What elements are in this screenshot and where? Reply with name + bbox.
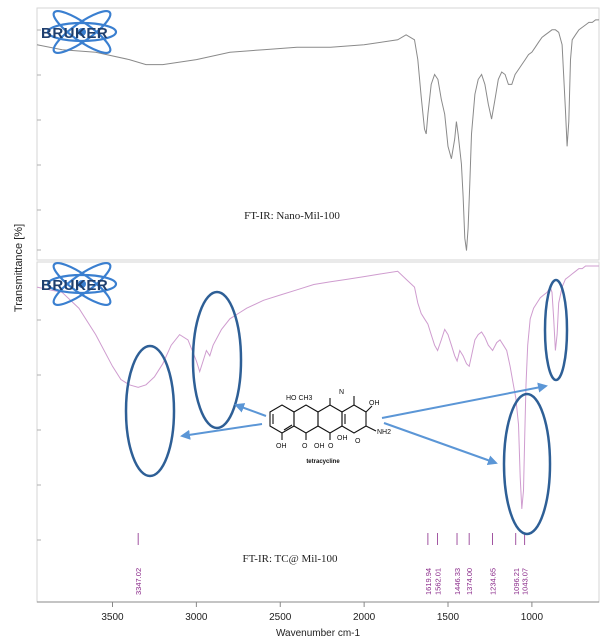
peak-label: 1374.00 [465, 568, 474, 595]
bottom-panel-frame [36, 261, 600, 603]
y-axis-label: Transmittance [%] [13, 224, 25, 312]
bottom-panel-label: FT-IR: TC@ Mil-100 [242, 553, 338, 565]
peak-label: 1562.01 [434, 568, 443, 595]
arrow-to-ch [234, 403, 267, 417]
peak-label: 3347.02 [134, 568, 143, 595]
atom-oh-right: OH [369, 400, 380, 407]
atom-n: N [339, 389, 344, 396]
x-tick-label: 3000 [185, 612, 208, 623]
bruker-logo-text: BRUKER [41, 277, 108, 294]
bottom-panel-ticks [37, 319, 41, 541]
x-tick-label: 2000 [353, 612, 376, 623]
x-tick-label: 1000 [521, 612, 544, 623]
annotation-ellipse-ring [543, 278, 569, 382]
peak-label: 1096.21 [512, 568, 521, 595]
bruker-orbit-icon [46, 10, 118, 54]
x-tick-label: 3500 [101, 612, 124, 623]
top-panel-ticks [37, 29, 41, 251]
bottom-panel: 3347.02 1619.94 1562.01 1446.33 1374.00 1234.… [36, 261, 600, 603]
x-tick-label: 1500 [437, 612, 460, 623]
top-panel: FT-IR: Nano-Mil-100 [36, 7, 600, 261]
atom-nh2: NH2 [377, 429, 391, 436]
bruker-logo-top: BRUKER [41, 10, 118, 54]
annotation-ellipse-co [502, 392, 552, 536]
annotation-ellipse-oh [124, 344, 176, 478]
annotation-ellipse-ch [191, 290, 243, 430]
bruker-logo-text: BRUKER [41, 25, 108, 42]
atom-oh-center: OH [337, 435, 348, 442]
peak-labels: 3347.02 1619.94 1562.01 1446.33 1374.00 1234.… [134, 533, 530, 595]
x-axis-label: Wavenumber cm-1 [276, 628, 361, 639]
bruker-orbit-icon [46, 262, 118, 306]
arrow-to-ring [381, 382, 548, 419]
atom-oh-bottom-left: OH [276, 443, 287, 450]
atom-oh-bottom-mid: OH [314, 443, 325, 450]
top-panel-frame [36, 7, 600, 261]
x-axis: 3500 3000 2500 2000 1500 1000 [37, 601, 599, 623]
peak-label: 1234.65 [489, 568, 498, 595]
top-spectrum-line [36, 19, 599, 251]
top-panel-label: FT-IR: Nano-Mil-100 [244, 210, 340, 222]
annotation-arrows [180, 382, 548, 466]
tetracycline-labels: HO CH3 N OH OH OH OH O O NH2 O tetracycl… [276, 389, 391, 465]
bottom-spectrum-line [36, 265, 599, 509]
atom-ho-ch3: HO CH3 [286, 395, 313, 402]
annotation-ellipses [124, 278, 569, 536]
tetracycline-structure [269, 396, 377, 440]
atom-amide-o: O [355, 438, 361, 445]
atom-o-1: O [302, 443, 308, 450]
arrow-to-co [383, 422, 498, 466]
arrow-to-oh [180, 423, 263, 440]
bruker-logo-bottom: BRUKER [41, 262, 118, 306]
peak-label: 1043.07 [521, 568, 530, 595]
molecule-name: tetracycline [306, 459, 340, 465]
atom-o-2: O [328, 443, 334, 450]
peak-label: 1446.33 [453, 568, 462, 595]
x-tick-label: 2500 [269, 612, 292, 623]
peak-label: 1619.94 [424, 568, 433, 595]
